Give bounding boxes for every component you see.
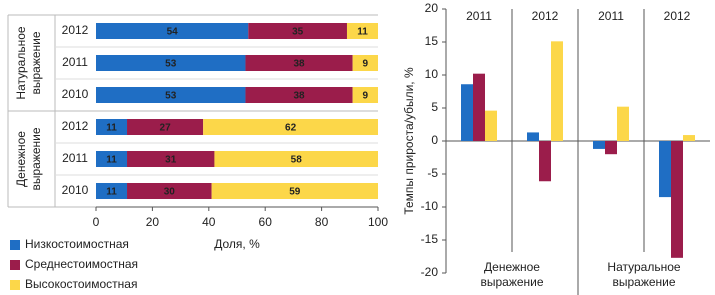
y-tick-label: 10 bbox=[425, 67, 439, 81]
data-label: 9 bbox=[363, 91, 369, 102]
data-label: 59 bbox=[289, 187, 301, 198]
legend-label: Среднестоимостная bbox=[25, 257, 138, 271]
group-label: выражение bbox=[29, 31, 43, 94]
bar-segment bbox=[214, 151, 378, 167]
bar-segment bbox=[248, 23, 347, 39]
y-tick-label: -20 bbox=[421, 265, 439, 279]
data-label: 53 bbox=[165, 91, 177, 102]
y-tick-label: 2010 bbox=[62, 183, 89, 197]
y-tick-label: 2012 bbox=[62, 23, 89, 37]
x-axis-label: Доля, % bbox=[214, 237, 260, 251]
x-tick-label: 40 bbox=[202, 215, 216, 229]
bar bbox=[473, 73, 485, 141]
y-tick-label: 2011 bbox=[62, 151, 88, 165]
column-label: 2012 bbox=[532, 9, 559, 23]
data-label: 11 bbox=[106, 123, 117, 134]
data-label: 11 bbox=[106, 187, 117, 198]
data-label: 53 bbox=[165, 59, 177, 70]
group-label: выражение bbox=[29, 127, 43, 190]
group-label: выражение bbox=[612, 275, 675, 289]
data-label: 11 bbox=[357, 27, 368, 38]
bar bbox=[605, 141, 617, 155]
x-tick-label: 20 bbox=[146, 215, 160, 229]
x-tick-label: 100 bbox=[368, 215, 388, 229]
bar-segment bbox=[127, 119, 204, 135]
column-label: 2012 bbox=[664, 9, 691, 23]
bar-segment bbox=[96, 87, 246, 103]
bar-segment bbox=[127, 151, 215, 167]
y-tick-label: 0 bbox=[431, 133, 438, 147]
data-label: 35 bbox=[292, 27, 304, 38]
x-tick-label: 80 bbox=[315, 215, 329, 229]
y-tick-label: 2010 bbox=[62, 87, 89, 101]
data-label: 30 bbox=[164, 187, 176, 198]
data-label: 9 bbox=[363, 59, 369, 70]
data-label: 62 bbox=[285, 123, 297, 134]
y-tick-label: -15 bbox=[421, 232, 439, 246]
y-tick-label: 15 bbox=[425, 34, 439, 48]
bar bbox=[485, 110, 497, 141]
column-label: 2011 bbox=[598, 9, 624, 23]
legend-swatch bbox=[10, 260, 20, 270]
group-label: Денежное bbox=[14, 131, 28, 187]
data-label: 58 bbox=[291, 155, 303, 166]
y-tick-label: 2011 bbox=[62, 55, 88, 69]
bar bbox=[683, 135, 695, 141]
data-label: 54 bbox=[167, 27, 179, 38]
bar-segment bbox=[352, 55, 378, 71]
bar-segment bbox=[96, 119, 128, 135]
bar bbox=[551, 41, 563, 142]
y-tick-label: 5 bbox=[431, 100, 438, 114]
bar-segment bbox=[211, 183, 378, 199]
legend-label: Высокостоимостная bbox=[25, 277, 137, 291]
data-label: 38 bbox=[293, 91, 305, 102]
bar bbox=[617, 106, 629, 141]
bar bbox=[539, 141, 551, 182]
y-tick-label: -10 bbox=[421, 199, 439, 213]
bar-segment bbox=[96, 55, 246, 71]
group-label: Натуральное bbox=[14, 26, 28, 99]
group-label: Денежное bbox=[484, 260, 540, 274]
bar bbox=[671, 141, 683, 258]
y-tick-label: -5 bbox=[427, 166, 438, 180]
group-label: выражение bbox=[480, 275, 543, 289]
bar-segment bbox=[203, 119, 378, 135]
bar-segment bbox=[127, 183, 212, 199]
bar bbox=[461, 84, 473, 141]
y-axis-label: Темпы прироста/убыли, % bbox=[402, 67, 416, 215]
bar-segment bbox=[245, 87, 353, 103]
x-tick-label: 60 bbox=[259, 215, 273, 229]
column-label: 2011 bbox=[466, 9, 492, 23]
bar bbox=[659, 141, 671, 198]
data-label: 27 bbox=[160, 123, 172, 134]
bar-segment bbox=[96, 23, 249, 39]
y-tick-label: 20 bbox=[425, 1, 439, 15]
group-label: Натуральное bbox=[607, 260, 680, 274]
bar-segment bbox=[96, 183, 128, 199]
data-label: 31 bbox=[165, 155, 177, 166]
bar-segment bbox=[346, 23, 378, 39]
bar bbox=[593, 141, 605, 149]
legend-swatch bbox=[10, 280, 20, 290]
data-label: 11 bbox=[106, 155, 117, 166]
bar-segment bbox=[245, 55, 353, 71]
bar bbox=[527, 132, 539, 141]
y-tick-label: 2012 bbox=[62, 119, 89, 133]
data-label: 38 bbox=[293, 59, 305, 70]
legend-swatch bbox=[10, 240, 20, 250]
legend-label: Низкостоимостная bbox=[25, 237, 129, 251]
bar-segment bbox=[352, 87, 378, 103]
x-tick-label: 0 bbox=[93, 215, 100, 229]
bar-segment bbox=[96, 151, 128, 167]
